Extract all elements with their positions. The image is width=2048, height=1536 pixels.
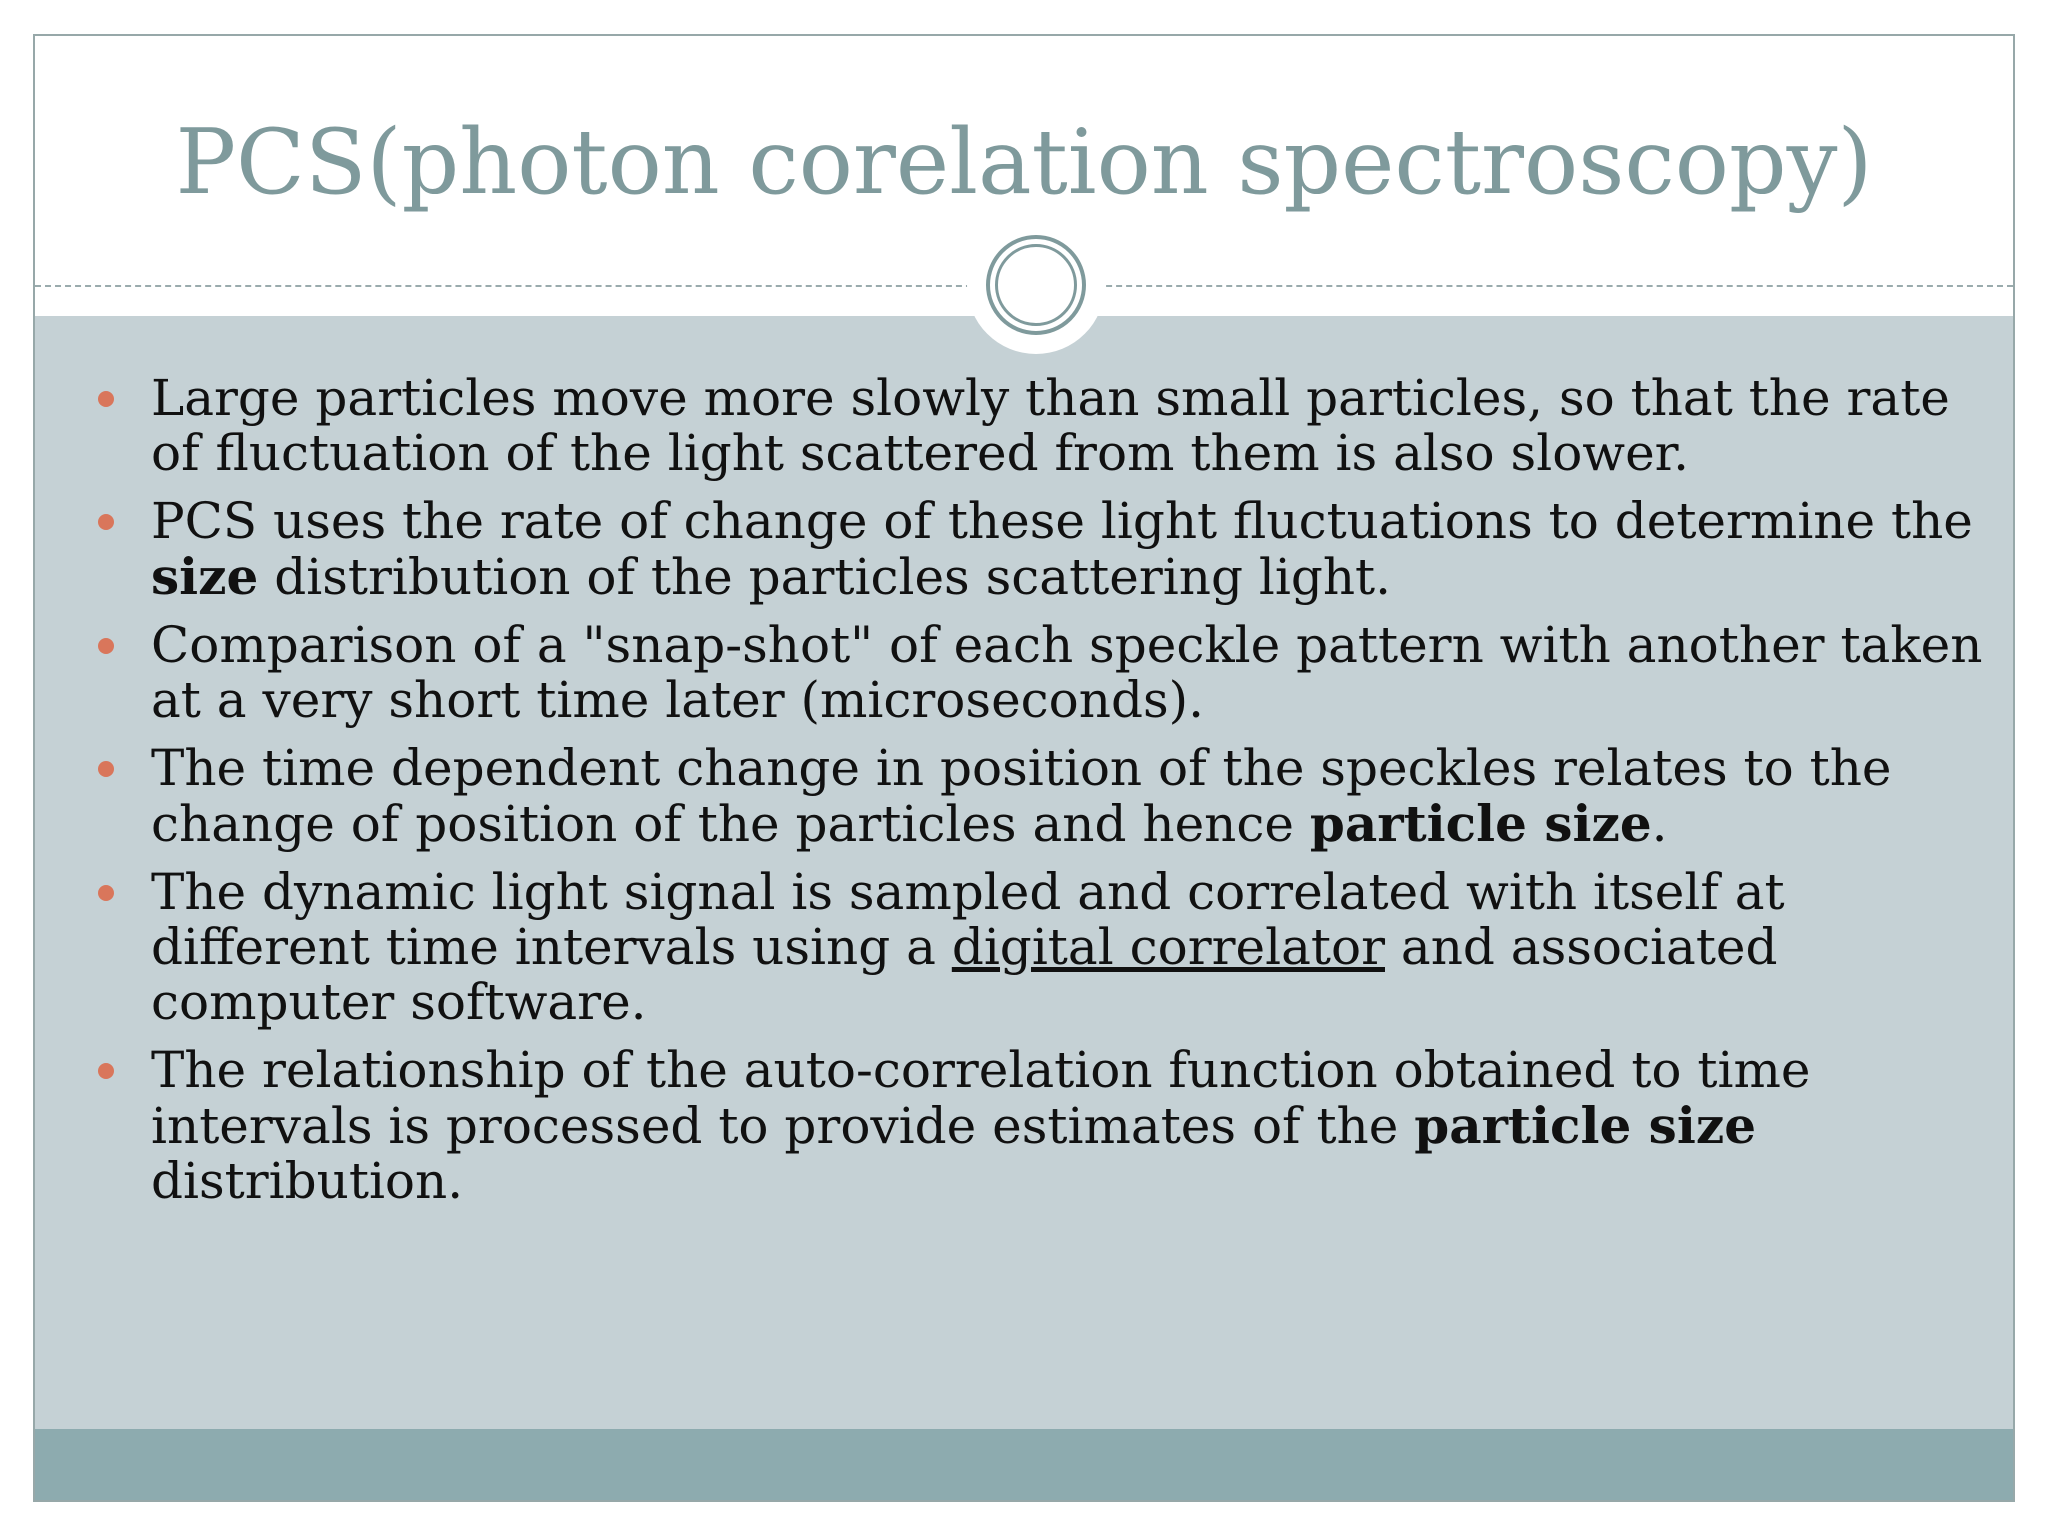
bullet-line: . [1651,795,1668,853]
bullet-item: PCS uses the rate of change of these lig… [98,492,1997,606]
digital-correlator-link[interactable]: digital correlator [951,918,1385,976]
bullet-item: Comparison of a "snap-shot" of each spec… [98,616,1997,729]
bullet-item: The time dependent change in position of… [98,739,1997,853]
bold-term: size [151,547,259,606]
bold-term: particle size [1309,794,1652,853]
bullet-line: The relationship of the auto-correlation… [151,1041,1811,1099]
content-area [35,316,2013,1466]
bullet-dot-icon [98,1063,114,1079]
bullet-line: computer software. [151,973,647,1031]
bullet-line: change of position of the particles and … [151,795,1310,853]
bullet-dot-icon [98,885,114,901]
bullet-line: distribution. [151,1152,464,1210]
bullet-line: different time intervals using a [151,918,952,976]
bullet-line: and associated [1385,918,1778,976]
bullet-item: The dynamic light signal is sampled and … [98,863,1997,1031]
bold-term: particle size [1414,1096,1757,1155]
bullet-line: The time dependent change in position of… [151,739,1892,797]
bullet-dot-icon [98,761,114,777]
bullet-line: Large particles move more slowly than sm… [151,369,1950,427]
bullet-dot-icon [98,638,114,654]
bullet-list: Large particles move more slowly than sm… [98,369,1997,1222]
double-circle-inner-ring [995,244,1077,326]
bullet-line: of fluctuation of the light scattered fr… [151,424,1689,482]
bullet-line: PCS uses the rate of change of these lig… [151,492,1973,550]
bullet-item: The relationship of the auto-correlation… [98,1041,1997,1210]
slide: PCS(photon corelation spectroscopy) Larg… [33,34,2015,1502]
bullet-line: intervals is processed to provide estima… [151,1097,1415,1155]
footer-band [35,1429,2013,1500]
bullet-item: Large particles move more slowly than sm… [98,369,1997,482]
bullet-line: distribution of the particles scattering… [258,548,1392,606]
bullet-line: at a very short time later (microseconds… [151,671,1205,729]
bullet-line: The dynamic light signal is sampled and … [151,863,1785,921]
slide-title: PCS(photon corelation spectroscopy) [175,110,1873,215]
bullet-line: Comparison of a "snap-shot" of each spec… [151,616,1983,674]
bullet-dot-icon [98,514,114,530]
bullet-dot-icon [98,391,114,407]
